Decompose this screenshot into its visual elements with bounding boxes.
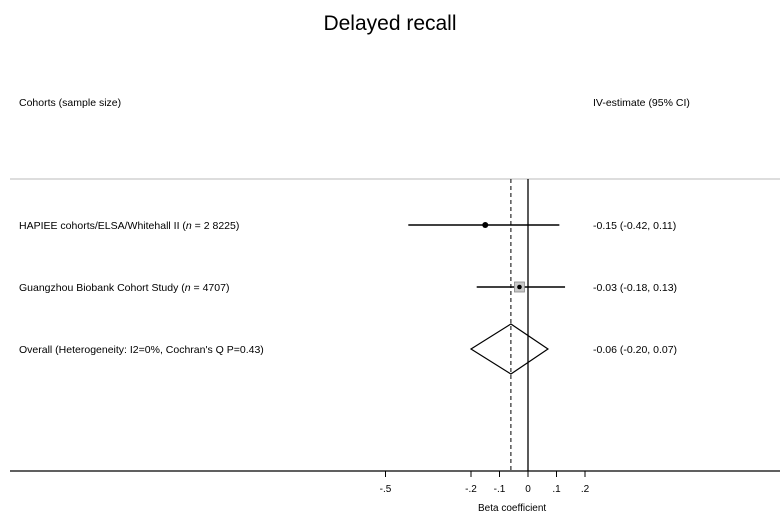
row-label-overall: Overall (Heterogeneity: I2=0%, Cochran's… [19, 344, 264, 356]
estimate-point [517, 284, 522, 290]
estimate-point [482, 222, 489, 228]
x-tick-label: .2 [581, 484, 590, 495]
x-tick-label: .1 [552, 484, 561, 495]
row-estimate-overall: -0.06 (-0.20, 0.07) [593, 344, 678, 356]
estimate-header: IV-estimate (95% CI) [593, 97, 690, 109]
x-tick-label: 0 [525, 484, 531, 495]
row-label-hapiee: HAPIEE cohorts/ELSA/Whitehall II (n = 2 … [19, 220, 239, 232]
row-label-suffix: = 2 8225) [191, 220, 240, 232]
cohorts-header: Cohorts (sample size) [19, 97, 122, 109]
x-tick-label: -.1 [494, 484, 506, 495]
x-tick-label: -.2 [465, 484, 477, 495]
row-label-guangzhou: Guangzhou Biobank Cohort Study (n = 4707… [19, 282, 229, 294]
row-label-n: n [184, 282, 191, 294]
row-label-suffix: = 4707) [190, 282, 230, 294]
chart-title: Delayed recall [323, 12, 457, 35]
row-label-prefix: HAPIEE cohorts/ELSA/Whitehall II ( [19, 220, 186, 232]
overall-diamond [469, 323, 550, 375]
x-axis-label: Beta coefficient [478, 503, 547, 514]
x-tick-label: -.5 [380, 484, 392, 495]
row-label-prefix: Guangzhou Biobank Cohort Study ( [19, 282, 185, 294]
row-estimate-guangzhou: -0.03 (-0.18, 0.13) [593, 282, 678, 294]
row-estimate-hapiee: -0.15 (-0.42, 0.11) [593, 220, 677, 232]
row-label-n: n [185, 220, 192, 232]
row-label-prefix: Overall (Heterogeneity: I2=0%, Cochran's… [19, 344, 264, 356]
